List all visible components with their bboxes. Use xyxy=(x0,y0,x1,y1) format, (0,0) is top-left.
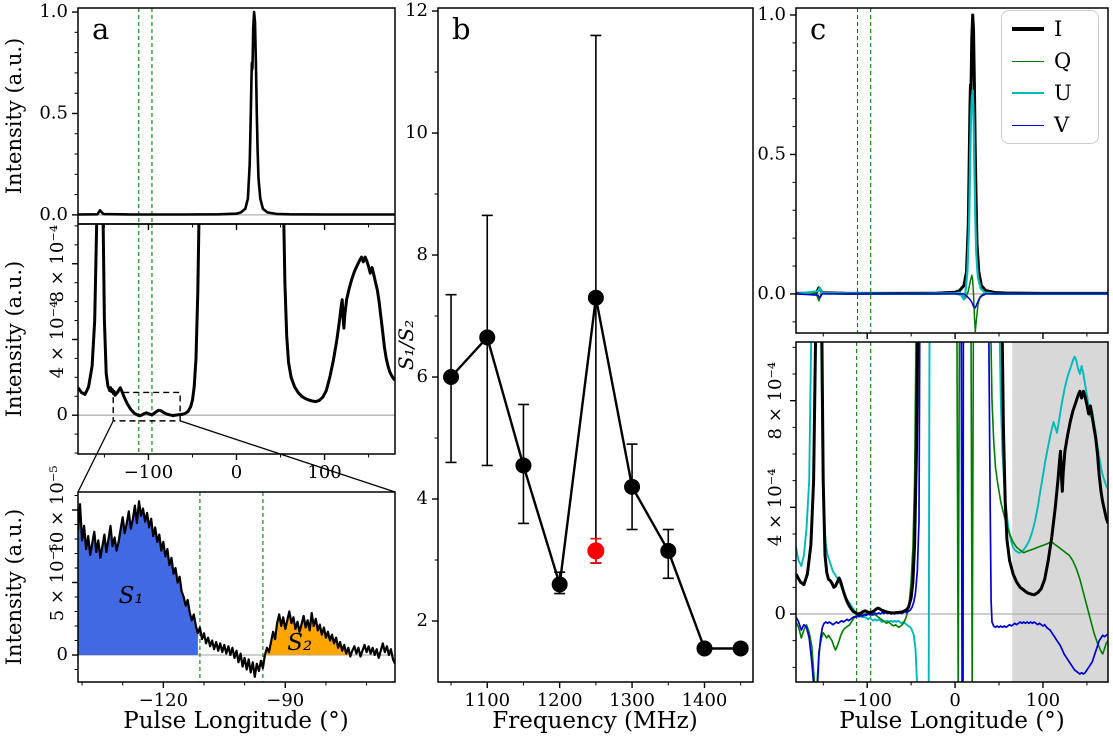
series-V xyxy=(796,293,1108,309)
data-point xyxy=(624,478,641,495)
panel-b-ratio-vs-frequency-plot: 1100 1200 1300 1400 2 4 6 8 10 12 xyxy=(405,0,754,711)
y-tick-label: 0 xyxy=(57,644,68,665)
series-I xyxy=(78,224,395,418)
x-tick-label: −100 xyxy=(842,690,891,711)
y-tick-label: 2 xyxy=(417,610,428,631)
plot-frame xyxy=(795,7,1109,334)
legend-line-sample xyxy=(1012,60,1044,62)
y-tick-label: 4 xyxy=(417,488,428,509)
y-tick-label: 6 xyxy=(417,366,428,387)
y-tick-label: 5 × 10⁻⁵ xyxy=(47,544,68,622)
y-tick-label: 0.0 xyxy=(757,283,786,304)
data-point xyxy=(660,542,677,559)
series-I xyxy=(78,500,395,678)
plot-frame xyxy=(795,341,1109,683)
legend-item-I: I xyxy=(1002,17,1098,41)
y-tick-label: 10 × 10⁻⁵ xyxy=(47,465,68,554)
legend-label: Q xyxy=(1054,49,1072,73)
y-title-s1-s2-ratio: S₁/S₂ xyxy=(394,319,418,371)
panel-a-inset-s1-s2-plot: −120 −90 0 5 × 10⁻⁵10 × 10⁻⁵ S₁ S₂ xyxy=(47,465,396,711)
x-tick-label: 100 xyxy=(1026,690,1060,711)
data-point xyxy=(443,369,460,386)
panel-letter-c: c xyxy=(810,12,827,46)
legend-item-U: U xyxy=(1002,81,1098,105)
y-tick-label: 0 xyxy=(775,603,786,624)
legend-label: V xyxy=(1054,113,1070,137)
y-tick-label: 4 × 10⁻⁴ xyxy=(765,469,786,547)
region-label: S₂ xyxy=(287,630,312,656)
x-title-frequency: Frequency (MHz) xyxy=(492,708,698,734)
x-tick-label: 0 xyxy=(949,690,960,711)
legend-label: U xyxy=(1054,81,1072,105)
y-tick-label: 12 xyxy=(405,0,428,21)
x-tick-label: 1100 xyxy=(464,690,510,711)
series-V xyxy=(796,342,1108,682)
panel-letter-b: b xyxy=(452,12,471,46)
integration-window-fill xyxy=(78,501,198,655)
series-I xyxy=(796,342,1108,616)
y-tick-label: 8 xyxy=(417,244,428,265)
y-tick-label: 0 xyxy=(57,404,68,425)
panel-c-polarization-zoom-plot: −100 0 100 0 4 × 10⁻⁴ 8 × 10⁻⁴ xyxy=(765,341,1109,711)
y-tick-label: 1.0 xyxy=(757,4,786,25)
data-point xyxy=(696,640,713,657)
y-tick-label: 0.0 xyxy=(39,204,68,225)
legend-label: I xyxy=(1054,17,1063,41)
y-title-intensity-a2: Intensity (a.u.) xyxy=(2,260,26,418)
y-title-intensity-a1: Intensity (a.u.) xyxy=(2,37,26,195)
x-tick-label: −90 xyxy=(266,690,304,711)
x-tick-label: −120 xyxy=(139,690,188,711)
y-tick-label: 8 × 10⁻⁴ xyxy=(765,362,786,440)
x-tick-label: 1200 xyxy=(537,690,583,711)
zoom-box xyxy=(112,391,181,422)
x-title-pulse-longitude-c: Pulse Longitude (°) xyxy=(839,708,1065,734)
x-tick-label: −100 xyxy=(124,462,173,483)
y-title-intensity-a3: Intensity (a.u.) xyxy=(2,508,26,666)
y-tick-label: 10 xyxy=(405,122,428,143)
data-point xyxy=(551,576,568,593)
y-tick-label: 1.0 xyxy=(39,1,68,22)
data-point xyxy=(587,289,604,306)
region-label: S₁ xyxy=(119,583,144,609)
y-tick-label: 4 × 10⁻⁴ xyxy=(47,301,68,379)
x-title-pulse-longitude-a: Pulse Longitude (°) xyxy=(123,708,349,734)
legend-line-sample xyxy=(1012,92,1044,94)
data-point xyxy=(479,329,496,346)
integration-window-fill xyxy=(264,611,353,655)
x-tick-label: 1300 xyxy=(609,690,655,711)
panel-letter-a: a xyxy=(92,12,110,46)
panel-c-polarization-plot: 0.0 0.5 1.0 xyxy=(757,4,1109,339)
series-I xyxy=(78,10,395,216)
legend-line-sample xyxy=(1012,124,1044,126)
legend-item-Q: Q xyxy=(1002,49,1098,73)
legend-item-V: V xyxy=(1002,113,1098,137)
data-point xyxy=(732,640,749,657)
y-tick-label: 0.5 xyxy=(757,143,786,164)
y-tick-label: 8 × 10⁻⁴ xyxy=(47,225,68,303)
x-tick-label: 1400 xyxy=(682,690,728,711)
data-point xyxy=(587,542,605,560)
y-tick-label: 0.5 xyxy=(39,102,68,123)
data-point xyxy=(515,457,532,474)
legend-line-sample xyxy=(1012,27,1044,31)
plot-frame xyxy=(77,223,396,455)
